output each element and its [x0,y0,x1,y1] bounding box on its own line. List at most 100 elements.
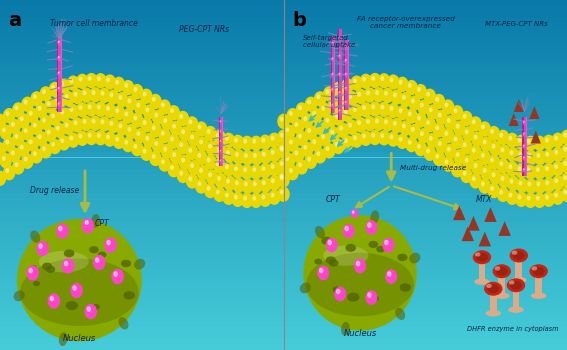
Circle shape [500,134,508,144]
Ellipse shape [303,215,417,331]
Circle shape [177,139,189,155]
Circle shape [213,187,226,202]
Circle shape [286,108,299,124]
Ellipse shape [484,282,502,296]
Bar [0,280,567,286]
Circle shape [182,130,190,140]
Circle shape [527,140,535,150]
Circle shape [501,148,509,159]
Bar [522,117,527,176]
Circle shape [451,134,463,149]
Circle shape [252,167,256,172]
Circle shape [524,136,536,151]
Circle shape [119,124,122,128]
Bar [522,117,523,176]
Circle shape [31,120,43,135]
Circle shape [161,103,165,107]
Text: Multi-drug release: Multi-drug release [400,165,466,171]
Circle shape [438,141,442,146]
Circle shape [543,149,555,164]
Circle shape [318,266,329,280]
Circle shape [268,189,281,205]
Circle shape [51,142,55,147]
Circle shape [322,135,330,145]
Bar [0,117,567,122]
Circle shape [47,102,56,112]
Circle shape [115,108,119,113]
Bar [219,117,223,166]
Circle shape [219,149,223,153]
Ellipse shape [476,253,488,262]
Circle shape [506,133,518,148]
Circle shape [561,158,567,173]
Circle shape [523,168,526,173]
Circle shape [344,139,353,149]
Bar [0,58,567,64]
Polygon shape [529,106,539,119]
Bar [479,259,485,282]
Ellipse shape [487,284,500,293]
Bar [0,82,567,88]
Circle shape [356,261,361,266]
Circle shape [301,113,314,129]
Circle shape [280,175,289,185]
Circle shape [206,158,210,162]
Circle shape [473,135,477,140]
Circle shape [206,129,210,134]
Circle shape [444,144,456,159]
Circle shape [140,117,153,132]
Circle shape [235,139,243,149]
Circle shape [490,129,494,134]
Circle shape [11,122,15,127]
Circle shape [119,96,127,106]
Circle shape [191,135,199,146]
Circle shape [298,105,302,110]
Circle shape [39,135,46,145]
Circle shape [387,271,391,277]
Circle shape [447,147,451,152]
Circle shape [456,124,460,129]
Circle shape [363,78,371,88]
Circle shape [161,159,165,164]
Circle shape [142,149,147,154]
Circle shape [56,223,69,239]
Circle shape [286,157,294,167]
Circle shape [215,161,220,166]
Bar [335,36,336,113]
Circle shape [0,175,5,185]
Circle shape [427,150,435,160]
Circle shape [380,133,384,138]
Circle shape [563,190,567,195]
Circle shape [18,142,30,157]
Bar [0,64,567,70]
Circle shape [417,117,426,126]
Circle shape [316,151,320,156]
Circle shape [33,124,41,134]
Circle shape [435,125,439,130]
Circle shape [6,141,14,150]
Ellipse shape [323,246,369,266]
Ellipse shape [474,279,490,285]
Bar [0,344,567,350]
Circle shape [58,56,60,58]
Circle shape [546,153,554,163]
Bar [0,245,567,251]
Circle shape [518,138,522,143]
Circle shape [217,162,225,172]
Circle shape [253,154,261,164]
Circle shape [367,120,375,130]
Circle shape [460,168,473,183]
Bar [0,309,567,315]
Circle shape [94,130,107,146]
Circle shape [555,150,558,155]
Circle shape [411,98,415,103]
Circle shape [133,144,137,149]
Circle shape [250,164,263,180]
Circle shape [527,153,531,158]
Circle shape [107,89,120,105]
Text: FA receptor-overexpressed
cancer membrance: FA receptor-overexpressed cancer membran… [357,16,454,29]
Circle shape [405,108,418,124]
Circle shape [131,84,143,99]
Circle shape [214,145,227,160]
Circle shape [316,123,320,128]
